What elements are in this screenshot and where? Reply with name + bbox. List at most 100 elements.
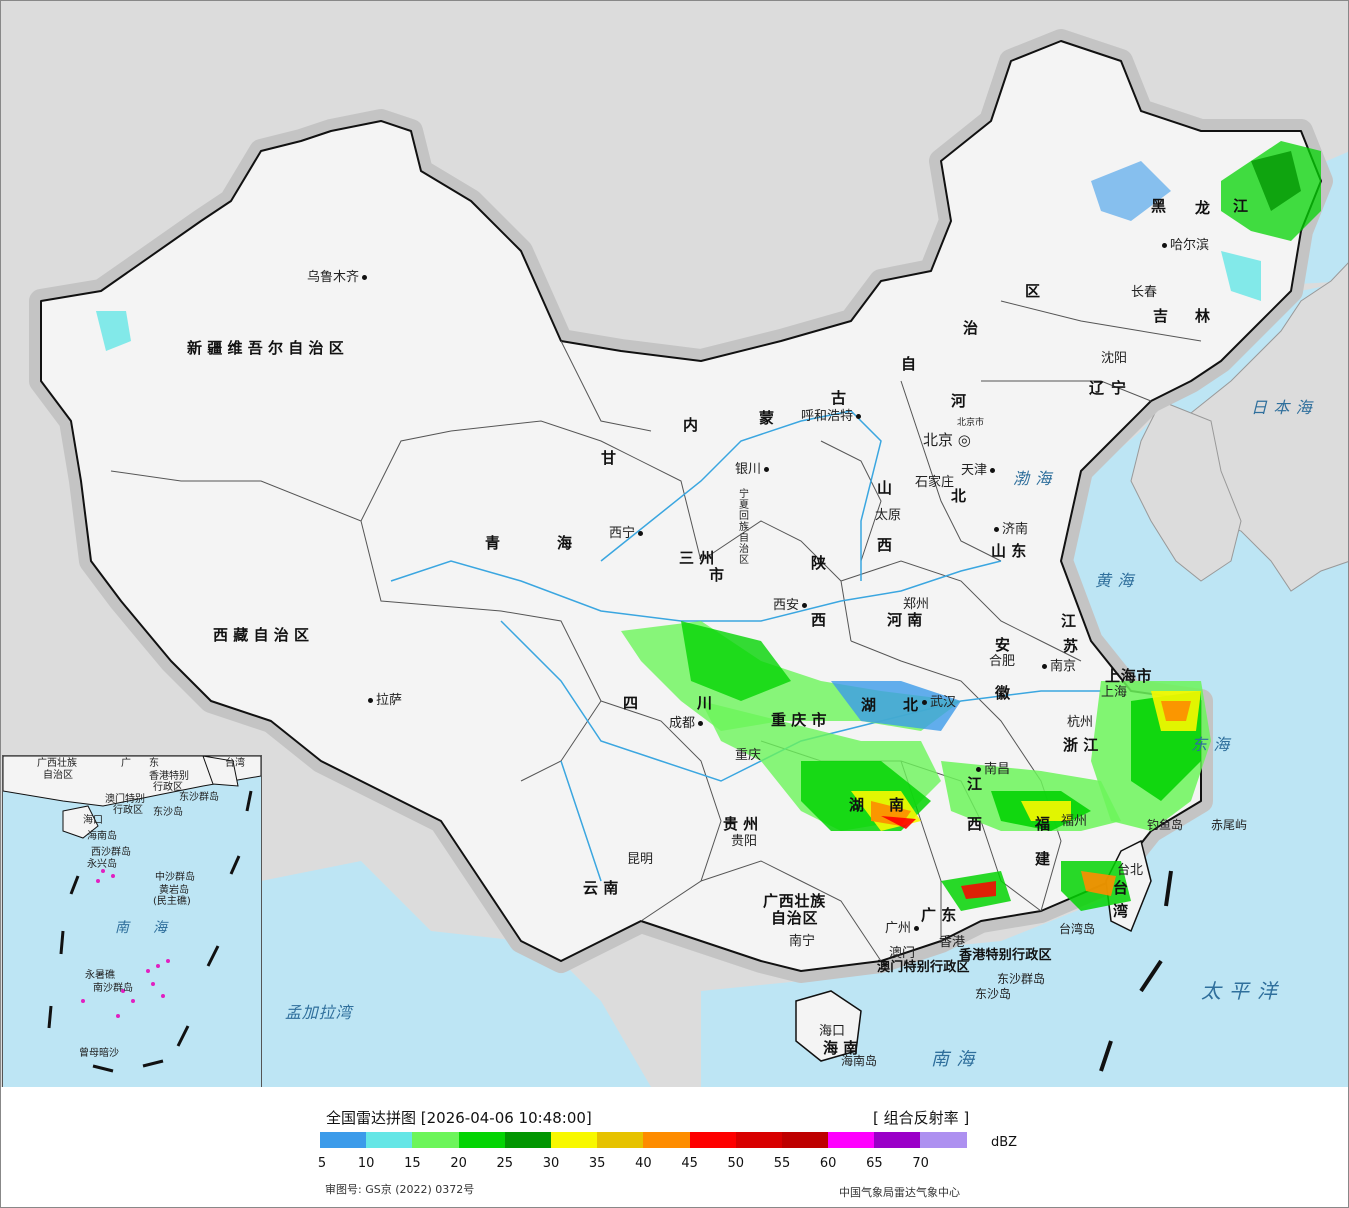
city-hohhot: 呼和浩特	[801, 410, 864, 423]
province-xinjiang: 新疆维吾尔自治区	[187, 339, 350, 357]
province-hubei-1: 湖	[861, 696, 882, 714]
sea-nanhai: 南海	[931, 1049, 982, 1070]
color-swatch-15	[412, 1132, 459, 1148]
province-shaanxi-2: 西	[811, 611, 832, 629]
province-jiangxi-2: 西	[967, 815, 988, 833]
province-shandong: 山东	[991, 542, 1032, 560]
tick-label-10: 10	[357, 1156, 375, 1171]
inset-zhongsha: 中沙群岛	[155, 872, 195, 883]
city-chengdu: 成都	[669, 717, 706, 730]
color-swatch-35	[597, 1132, 644, 1148]
city-shijiazhuang: 石家庄	[915, 475, 955, 490]
map-svg	[29, 29, 1348, 1087]
province-neimenggu-6: 区	[1025, 282, 1046, 300]
province-heilongjiang-3: 江	[1233, 197, 1254, 215]
province-hebei-1: 河	[951, 392, 972, 410]
tick-label-60: 60	[819, 1156, 837, 1171]
province-fujian-2: 建	[1035, 850, 1056, 868]
province-neimenggu-3: 古	[831, 389, 852, 407]
inset-hk-2: 行政区	[153, 782, 183, 793]
province-jiangxi-1: 江	[967, 775, 988, 793]
province-hunan-2: 南	[889, 796, 910, 814]
city-harbin: 哈尔滨	[1159, 239, 1209, 252]
city-shenyang: 沈阳	[1101, 351, 1128, 366]
inset-taiwan: 台湾	[225, 758, 245, 769]
city-nanjing: 南京	[1039, 660, 1076, 673]
sea-bohai: 渤海	[1013, 469, 1058, 488]
city-nanchang: 南昌	[973, 763, 1010, 776]
city-chongqing: 重庆	[735, 748, 762, 763]
province-yunnan: 云南	[583, 879, 624, 897]
inset-guangdong-1: 广	[121, 758, 131, 769]
legend-panel: 全国雷达拼图 [2026-04-06 10:48:00] [ 组合反射率 ] 5…	[1, 1088, 1348, 1207]
sea-bengal: 孟加拉湾	[285, 1003, 353, 1022]
province-hebei-2: 北	[951, 487, 972, 505]
color-swatch-25	[504, 1132, 551, 1148]
province-sichuan-1: 四	[623, 694, 644, 712]
inset-dongsha-2: 东沙岛	[153, 807, 183, 818]
province-taiwan-2: 湾	[1113, 902, 1134, 920]
legend-title: 全国雷达拼图 [2026-04-06 10:48:00]	[326, 1109, 592, 1127]
province-anhui-2: 徽	[995, 684, 1016, 702]
tick-label-30: 30	[542, 1156, 560, 1171]
city-hongkong: 香港	[939, 935, 966, 950]
city-taibei: 台北	[1117, 863, 1144, 878]
province-taiwan-1: 台	[1113, 879, 1134, 897]
province-gansu-4: 市	[709, 566, 730, 584]
province-liaoning-1: 辽	[1089, 379, 1110, 397]
sea-bengal	[261, 861, 651, 1087]
color-swatch-45	[689, 1132, 736, 1148]
inset-hai: 海	[153, 920, 167, 936]
review-number: 审图号: GS京 (2022) 0372号	[325, 1183, 475, 1196]
inset-hk-1: 香港特别	[149, 771, 189, 782]
inset-guangdong-2: 东	[149, 758, 159, 769]
tick-label-40: 40	[635, 1156, 652, 1171]
tick-label-70: 70	[912, 1156, 929, 1171]
province-heilongjiang-1: 黑	[1151, 197, 1172, 215]
tick-label-5: 5	[317, 1156, 327, 1171]
city-taiwandao: 台湾岛	[1059, 922, 1096, 936]
tick-label-65: 65	[866, 1156, 883, 1171]
inset-macau-2: 行政区	[113, 805, 143, 816]
city-guiyang: 贵阳	[731, 834, 758, 849]
legend-unit: dBZ	[991, 1135, 1018, 1150]
province-fujian-1: 福	[1035, 815, 1056, 833]
province-hk: 香港特别行政区	[959, 948, 1052, 963]
sea-pacific: 太平洋	[1201, 979, 1285, 1003]
province-guizhou: 贵州	[723, 815, 764, 833]
city-haikou: 海口	[819, 1024, 846, 1039]
province-sichuan-2: 川	[697, 694, 718, 712]
province-guangxi-2: 自治区	[771, 909, 819, 927]
city-urumqi: 乌鲁木齐	[307, 271, 370, 284]
province-chongqing: 重庆市	[771, 711, 832, 729]
inset-haikou: 海口	[83, 815, 103, 826]
map-area: 新疆维吾尔自治区 西藏自治区 青 海 甘 三州 市 内 蒙 古 自 治 区 黑 …	[1, 1, 1348, 1087]
inset-svg	[3, 756, 261, 1073]
city-beijingshi: 北京市	[957, 418, 985, 428]
korea-land	[1130, 400, 1242, 582]
tick-label-35: 35	[588, 1156, 606, 1171]
province-hunan-1: 湖	[849, 796, 870, 814]
province-jiangsu-2: 苏	[1063, 637, 1084, 655]
city-shanghai: 上海	[1101, 685, 1128, 700]
province-shaanxi-1: 陕	[811, 554, 832, 572]
province-shanghai: 上海市	[1105, 667, 1153, 685]
province-hainan: 海南	[823, 1039, 864, 1057]
inset-hainandao: 海南岛	[87, 831, 117, 842]
province-jilin-2: 林	[1195, 307, 1216, 325]
province-shanxi-1: 山	[877, 479, 898, 497]
province-heilongjiang-2: 龙	[1195, 199, 1216, 217]
tick-label-50: 50	[727, 1156, 745, 1171]
province-anhui-1: 安	[995, 636, 1016, 654]
city-macao: 澳门	[889, 946, 916, 961]
color-swatch-55	[781, 1132, 829, 1148]
inset-nan: 南	[115, 920, 129, 936]
inset-huangyan: 黄岩岛	[159, 885, 189, 896]
color-swatch-60	[828, 1132, 875, 1148]
tick-label-55: 55	[773, 1156, 791, 1171]
tick-label-45: 45	[681, 1156, 698, 1171]
inset-guangxi-1: 广西壮族	[37, 758, 77, 769]
dash-line-segments	[1099, 870, 1173, 1072]
province-neimenggu-2: 蒙	[759, 409, 780, 427]
